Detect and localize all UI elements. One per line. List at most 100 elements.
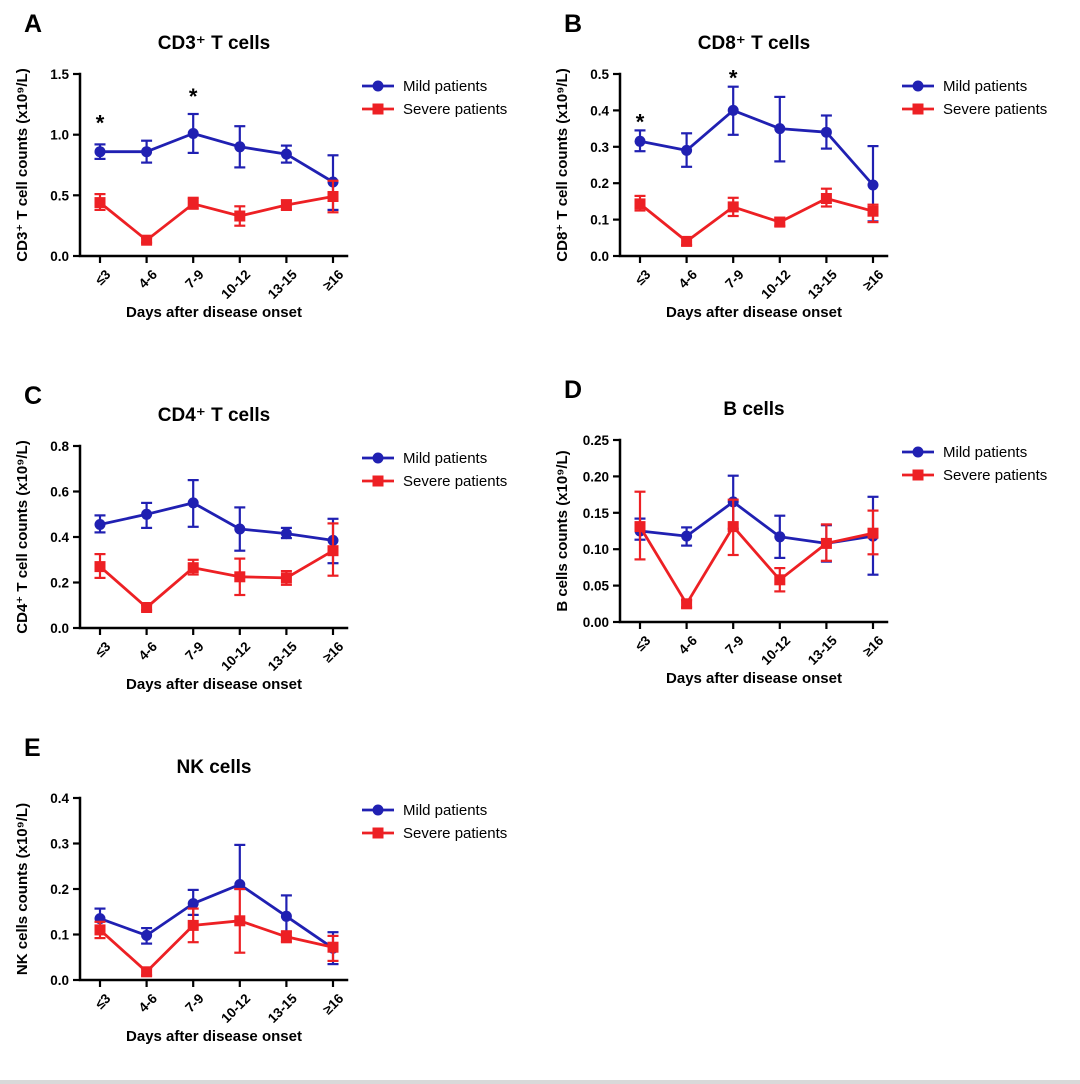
x-tick-label: 7-9	[722, 633, 746, 657]
legend: Mild patients Severe patients	[362, 802, 507, 842]
chart-nk-cells: NK cells 0.0 0.1 0.2 0.3 0.4 ≤3 4-6 7-9 10-12 13-1…	[14, 757, 507, 1045]
x-tick-label: 13-15	[805, 267, 840, 302]
y-tick-label: 0.15	[583, 506, 610, 521]
y-tick-label: 0.8	[50, 439, 69, 454]
legend: Mild patients Severe patients	[362, 78, 507, 118]
chart-title: CD4⁺ T cells	[158, 405, 270, 426]
data-point-marker	[141, 966, 153, 978]
legend-label: Severe patients	[403, 825, 507, 842]
axes: 0.0 0.5 1.0 1.5 ≤3 4-6 7-9 10-12 13-15 ≥16	[50, 67, 349, 302]
chart-cd3-t-cells: CD3⁺ T cells 0.0 0.5 1.0 1.5 ≤3 4-6 7-9 10-12 13-…	[14, 33, 507, 321]
panel-b: B CD8⁺ T cells 0.0 0.1 0.2 0.3 0.4 0.5 ≤3 4-6 7-9…	[540, 6, 1080, 356]
data-point-marker	[727, 521, 739, 533]
x-axis-label: Days after disease onset	[126, 676, 302, 693]
x-tick-label: 4-6	[136, 991, 161, 1016]
significance-asterisk: *	[636, 109, 645, 134]
data-point-marker	[774, 216, 786, 228]
y-tick-label: 0.4	[590, 103, 609, 118]
x-tick-label: ≤3	[632, 267, 654, 289]
legend-marker-mild	[372, 80, 384, 92]
significance-asterisk: *	[96, 111, 105, 136]
y-axis-label: NK cells counts (x10⁹/L)	[14, 803, 31, 975]
data-point-marker	[681, 144, 693, 156]
legend: Mild patients Severe patients	[362, 450, 507, 490]
y-tick-label: 0.0	[50, 621, 69, 636]
x-tick-label: ≥16	[320, 639, 347, 666]
legend-label: Severe patients	[943, 101, 1047, 118]
data-point-marker	[280, 148, 292, 160]
y-tick-label: 0.00	[583, 615, 609, 630]
data-point-marker	[820, 537, 832, 549]
y-tick-label: 0.2	[50, 576, 69, 591]
x-tick-label: 7-9	[182, 639, 206, 663]
legend: Mild patients Severe patients	[902, 444, 1047, 484]
legend-marker-mild	[912, 446, 924, 458]
data-point-marker	[187, 497, 199, 509]
y-tick-label: 0.20	[583, 469, 609, 484]
y-tick-label: 0.10	[583, 542, 609, 557]
data-point-marker	[634, 521, 646, 533]
x-tick-label: 4-6	[136, 267, 161, 292]
x-tick-label: ≤3	[92, 639, 114, 661]
x-tick-label: 10-12	[758, 267, 793, 302]
data-point-marker	[867, 527, 879, 539]
data-point-marker	[234, 571, 246, 583]
data-point-marker	[234, 210, 246, 222]
x-tick-label: ≤3	[632, 633, 654, 655]
y-tick-label: 0.0	[50, 249, 69, 264]
panel-a: A CD3⁺ T cells 0.0 0.5 1.0 1.5 ≤3 4-6 7-9 10-12 1…	[0, 6, 540, 356]
data-point-marker	[634, 198, 646, 210]
data-point-marker	[94, 197, 106, 209]
data-point-marker	[820, 193, 832, 204]
series-mild	[94, 112, 339, 211]
data-point-marker	[634, 135, 646, 147]
data-point-marker	[280, 931, 292, 943]
x-tick-label: 13-15	[265, 639, 300, 674]
y-tick-label: 0.4	[50, 791, 69, 806]
data-point-marker	[774, 574, 786, 586]
series-mild	[634, 474, 879, 576]
legend-label: Mild patients	[943, 444, 1027, 461]
legend-marker-severe	[372, 827, 384, 839]
data-point-marker	[867, 205, 879, 217]
data-point-marker	[327, 191, 339, 202]
y-axis-label: B cells counts (x10⁹/L)	[554, 450, 571, 611]
x-tick-label: 4-6	[676, 267, 701, 292]
x-tick-label: 10-12	[218, 639, 253, 674]
data-point-marker	[141, 508, 153, 520]
data-point-marker	[727, 201, 739, 213]
panel-d-label: D	[564, 376, 583, 404]
data-point-marker	[280, 572, 292, 584]
legend-label: Severe patients	[403, 101, 507, 118]
x-axis-label: Days after disease onset	[666, 670, 842, 687]
legend-marker-severe	[912, 103, 924, 115]
data-point-marker	[774, 531, 786, 543]
data-point-marker	[234, 523, 246, 535]
bottom-edge-strip	[0, 1080, 1080, 1084]
x-tick-label: ≤3	[92, 991, 114, 1013]
data-point-marker	[187, 898, 199, 910]
data-point-marker	[234, 915, 246, 927]
legend-marker-mild	[912, 80, 924, 92]
data-point-marker	[141, 602, 153, 613]
y-axis-label: CD4⁺ T cell counts (x10⁹/L)	[14, 440, 31, 633]
data-point-marker	[327, 545, 339, 557]
x-tick-label: 13-15	[805, 633, 840, 668]
legend-label: Mild patients	[943, 78, 1027, 95]
y-tick-label: 0.4	[50, 530, 69, 545]
legend-marker-severe	[372, 103, 384, 115]
x-tick-label: ≥16	[860, 633, 887, 660]
significance-asterisk: *	[189, 84, 198, 109]
y-tick-label: 0.6	[50, 485, 69, 500]
y-tick-label: 0.0	[50, 973, 69, 988]
chart-title: NK cells	[177, 757, 252, 778]
data-point-marker	[94, 561, 106, 573]
data-point-marker	[280, 528, 292, 540]
x-tick-label: 10-12	[218, 267, 253, 302]
x-tick-label: 7-9	[182, 991, 206, 1015]
data-point-marker	[820, 126, 832, 138]
data-point-marker	[727, 104, 739, 116]
y-axis-label: CD3⁺ T cell counts (x10⁹/L)	[14, 68, 31, 261]
panel-c-label: C	[24, 382, 43, 410]
series-severe	[94, 522, 339, 613]
